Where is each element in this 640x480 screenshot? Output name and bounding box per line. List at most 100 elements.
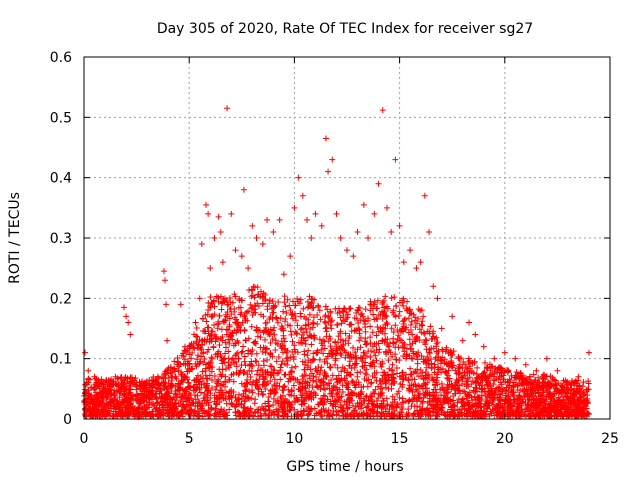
data-point-marker xyxy=(365,397,372,404)
data-point-marker xyxy=(216,342,223,349)
data-point-marker xyxy=(237,322,244,329)
data-point-marker xyxy=(313,410,320,417)
data-point-marker xyxy=(98,390,105,397)
data-point-marker xyxy=(268,363,275,370)
data-point-marker xyxy=(404,298,411,305)
data-point-marker xyxy=(127,331,134,338)
data-point-marker xyxy=(428,365,435,372)
data-point-marker xyxy=(301,361,308,368)
data-point-marker xyxy=(125,382,132,389)
data-point-marker xyxy=(327,364,334,371)
data-point-marker xyxy=(226,396,233,403)
data-point-marker xyxy=(405,329,412,336)
data-point-marker xyxy=(546,393,553,400)
data-point-marker xyxy=(414,356,421,363)
data-point-marker xyxy=(207,405,214,412)
data-point-marker xyxy=(181,356,188,363)
data-point-marker xyxy=(395,388,402,395)
data-point-marker xyxy=(227,331,234,338)
data-point-marker xyxy=(497,367,504,374)
data-point-marker xyxy=(221,295,228,302)
data-point-marker xyxy=(320,405,327,412)
data-point-marker xyxy=(115,401,122,408)
data-point-marker xyxy=(282,406,289,413)
data-point-marker xyxy=(332,338,339,345)
data-point-marker xyxy=(270,304,277,311)
data-point-marker xyxy=(339,337,346,344)
data-point-marker xyxy=(172,400,179,407)
data-point-marker xyxy=(482,392,489,399)
data-point-marker xyxy=(557,401,564,408)
x-tick-label: 15 xyxy=(391,431,409,447)
data-point-marker xyxy=(531,386,538,393)
data-point-marker xyxy=(242,337,249,344)
data-point-marker xyxy=(199,375,206,382)
data-point-marker xyxy=(259,391,266,398)
data-point-marker xyxy=(259,348,266,355)
data-point-marker xyxy=(233,412,240,419)
data-point-marker xyxy=(474,388,481,395)
data-point-marker xyxy=(420,358,427,365)
data-point-marker xyxy=(389,361,396,368)
data-point-marker xyxy=(213,378,220,385)
data-point-marker xyxy=(438,392,445,399)
data-point-marker xyxy=(327,309,334,316)
data-point-marker xyxy=(224,105,231,112)
data-point-marker xyxy=(513,369,520,376)
data-point-marker xyxy=(110,408,117,415)
data-point-marker xyxy=(232,352,239,359)
data-point-marker xyxy=(392,156,399,163)
data-point-marker xyxy=(439,384,446,391)
data-point-marker xyxy=(153,388,160,395)
data-point-marker xyxy=(394,391,401,398)
data-point-marker xyxy=(160,412,167,419)
data-point-marker xyxy=(431,335,438,342)
data-point-marker xyxy=(427,323,434,330)
data-point-marker xyxy=(350,253,357,260)
data-point-marker xyxy=(348,397,355,404)
data-point-marker xyxy=(383,395,390,402)
data-point-marker xyxy=(125,319,132,326)
data-point-marker xyxy=(458,355,465,362)
data-point-marker xyxy=(232,339,239,346)
data-point-marker xyxy=(412,411,419,418)
data-point-marker xyxy=(248,293,255,300)
data-point-marker xyxy=(305,321,312,328)
data-point-marker xyxy=(235,355,242,362)
data-point-marker xyxy=(389,367,396,374)
data-point-marker xyxy=(503,386,510,393)
data-point-marker xyxy=(353,355,360,362)
data-point-marker xyxy=(217,228,224,235)
data-point-marker xyxy=(154,373,161,380)
data-point-marker xyxy=(106,410,113,417)
data-point-marker xyxy=(241,398,248,405)
data-point-marker xyxy=(367,334,374,341)
data-point-marker xyxy=(164,337,171,344)
data-point-marker xyxy=(518,406,525,413)
data-point-marker xyxy=(348,321,355,328)
data-point-marker xyxy=(110,402,117,409)
x-tick-label: 25 xyxy=(601,431,619,447)
data-point-marker xyxy=(541,398,548,405)
data-point-marker xyxy=(203,318,210,325)
data-point-marker xyxy=(215,378,222,385)
data-point-marker xyxy=(271,376,278,383)
data-point-marker xyxy=(334,408,341,415)
data-point-marker xyxy=(306,311,313,318)
data-point-marker xyxy=(177,400,184,407)
data-point-marker xyxy=(203,338,210,345)
data-point-marker xyxy=(410,350,417,357)
data-point-marker xyxy=(388,385,395,392)
data-point-marker xyxy=(92,389,99,396)
data-point-marker xyxy=(434,401,441,408)
data-point-marker xyxy=(197,358,204,365)
data-point-marker xyxy=(371,390,378,397)
data-point-marker xyxy=(267,350,274,357)
data-point-marker xyxy=(264,380,271,387)
data-point-marker xyxy=(252,396,259,403)
data-point-marker xyxy=(282,411,289,418)
data-point-marker xyxy=(368,363,375,370)
data-point-marker xyxy=(505,393,512,400)
data-point-marker xyxy=(327,335,334,342)
data-point-marker xyxy=(585,386,592,393)
